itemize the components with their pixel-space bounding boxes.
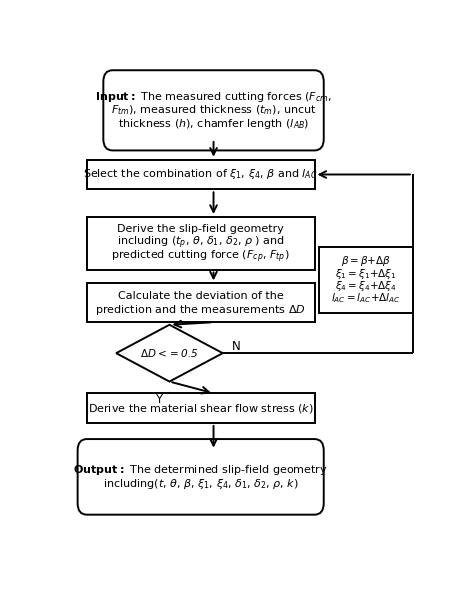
Text: Select the combination of $\xi_1$, $\xi_4$, $\beta$ and $l_{AC}$: Select the combination of $\xi_1$, $\xi_… — [83, 167, 318, 181]
Text: thickness ($h$), chamfer length ($l_{AB}$): thickness ($h$), chamfer length ($l_{AB}… — [118, 117, 309, 131]
Text: prediction and the measurements $\mathit{\Delta D}$: prediction and the measurements $\mathit… — [95, 303, 306, 317]
Text: Calculate the deviation of the: Calculate the deviation of the — [118, 291, 283, 301]
FancyBboxPatch shape — [87, 159, 315, 189]
Text: $\xi_1$$=$$\xi_1$$+$$\Delta\xi_1$: $\xi_1$$=$$\xi_1$$+$$\Delta\xi_1$ — [335, 267, 397, 281]
Text: $\beta$$=$$\beta$$+$$\Delta\beta$: $\beta$$=$$\beta$$+$$\Delta\beta$ — [341, 254, 391, 268]
FancyBboxPatch shape — [319, 247, 413, 313]
Text: $\mathbf{Output:}$ The determined slip-field geometry: $\mathbf{Output:}$ The determined slip-f… — [73, 463, 328, 477]
Text: $\mathit{\Delta D}$$<$$=$0.5: $\mathit{\Delta D}$$<$$=$0.5 — [140, 347, 199, 359]
FancyBboxPatch shape — [78, 439, 324, 515]
FancyBboxPatch shape — [87, 393, 315, 423]
Text: $\mathbf{Input:}$ The measured cutting forces ($F_{cm}$,: $\mathbf{Input:}$ The measured cutting f… — [95, 90, 332, 104]
Text: $F_{tm}$), measured thickness ($t_m$), uncut: $F_{tm}$), measured thickness ($t_m$), u… — [111, 104, 316, 117]
FancyBboxPatch shape — [87, 283, 315, 322]
FancyBboxPatch shape — [103, 70, 324, 151]
Polygon shape — [116, 325, 223, 381]
Text: N: N — [232, 340, 241, 353]
Text: Derive the material shear flow stress ($k$): Derive the material shear flow stress ($… — [88, 402, 314, 415]
Text: predicted cutting force ($F_{cp}$, $F_{tp}$): predicted cutting force ($F_{cp}$, $F_{t… — [111, 249, 290, 265]
FancyBboxPatch shape — [87, 217, 315, 270]
Text: including ($t_p$, $\theta$, $\delta_1$, $\delta_2$, $\rho$ ) and: including ($t_p$, $\theta$, $\delta_1$, … — [117, 235, 284, 252]
Text: $l_{AC}$$=$$l_{AC}$$+$$\Delta l_{AC}$: $l_{AC}$$=$$l_{AC}$$+$$\Delta l_{AC}$ — [331, 292, 401, 305]
Text: Y: Y — [155, 393, 162, 406]
Text: Derive the slip-field geometry: Derive the slip-field geometry — [117, 224, 284, 234]
Text: including($t$, $\theta$, $\beta$, $\xi_1$, $\xi_4$, $\delta_1$, $\delta_2$, $\rh: including($t$, $\theta$, $\beta$, $\xi_1… — [103, 477, 299, 491]
Text: $\xi_4$$=$$\xi_4$$+$$\Delta\xi_4$: $\xi_4$$=$$\xi_4$$+$$\Delta\xi_4$ — [335, 279, 397, 293]
